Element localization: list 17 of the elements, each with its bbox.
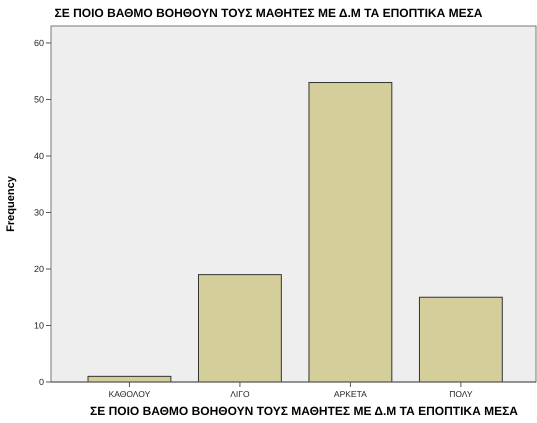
bar bbox=[418, 296, 503, 382]
x-tick-label: ΠΟΛΥ bbox=[449, 389, 473, 399]
x-tick-label: ΑΡΚΕΤΑ bbox=[334, 389, 368, 399]
y-tick-label: 60 bbox=[34, 38, 44, 48]
y-tick-label: 30 bbox=[34, 208, 44, 218]
y-axis-title: Frequency bbox=[5, 175, 17, 232]
y-tick-label: 0 bbox=[38, 377, 44, 388]
x-tick-label: ΚΑΘΟΛΟΥ bbox=[108, 389, 151, 399]
bar bbox=[198, 274, 282, 382]
x-axis-title: ΣΕ ΠΟΙΟ ΒΑΘΜΟ ΒΟΗΘΟΥΝ ΤΟΥΣ ΜΑΘΗΤΕΣ ΜΕ Δ.Μ ΤΑ ΕΠΟΠΤΙΚΑ ΜΕΣΑ bbox=[90, 404, 518, 418]
y-tick-label: 10 bbox=[34, 320, 44, 331]
y-tick-label: 20 bbox=[34, 264, 44, 274]
x-tick-label: ΛΙΓΟ bbox=[230, 389, 250, 399]
y-tick-label: 50 bbox=[34, 94, 44, 105]
y-tick-label: 40 bbox=[34, 151, 44, 162]
bar bbox=[308, 82, 392, 382]
chart-title: ΣΕ ΠΟΙΟ ΒΑΘΜΟ ΒΟΗΘΟΥΝ ΤΟΥΣ ΜΑΘΗΤΕΣ ΜΕ Δ.Μ ΤΑ ΕΠΟΠΤΙΚΑ ΜΕΣΑ bbox=[54, 6, 483, 20]
